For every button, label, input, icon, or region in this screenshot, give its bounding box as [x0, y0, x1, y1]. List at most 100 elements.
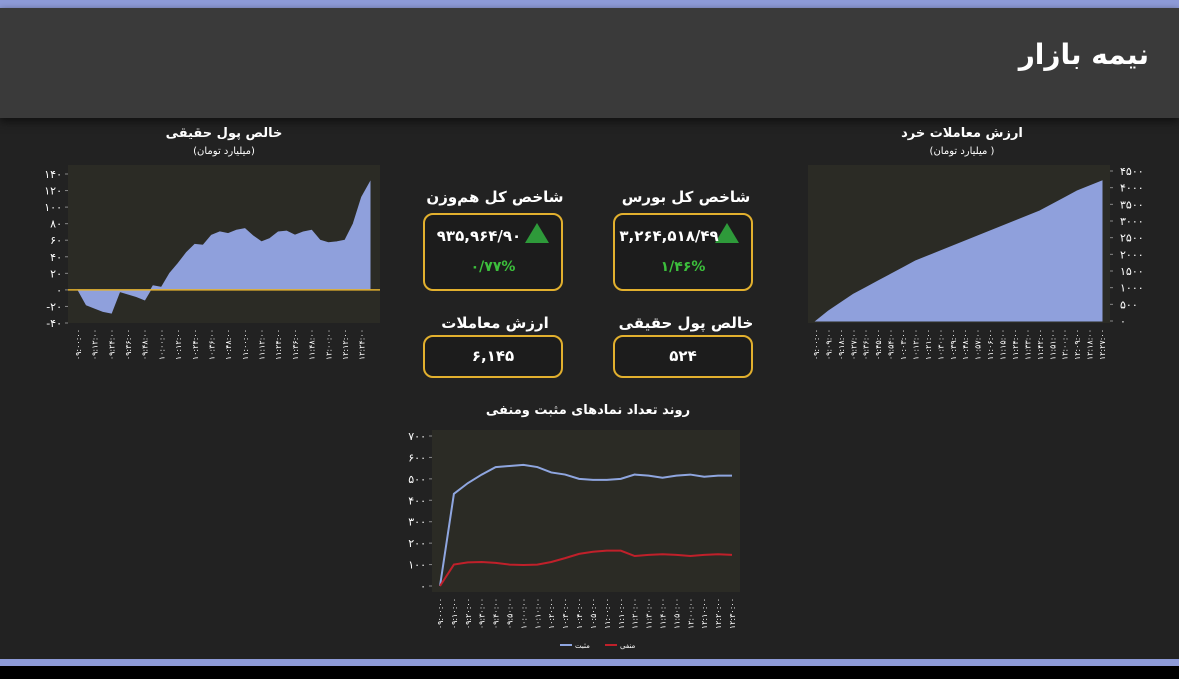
x-tick-label: ۱۲:۲۰:۰۰: [714, 598, 723, 629]
x-tick-label: ۰۹:۴۸:۰۰: [141, 329, 150, 360]
x-tick-label: ۰۹:۴۰:۰۰: [492, 598, 501, 629]
x-tick-label: ۱۲:۰۰:۰۰: [686, 598, 695, 629]
x-tick-label: ۰۹:۰۹:۰۰: [824, 329, 833, 360]
x-tick-label: ۱۰:۵۷:۰۰: [974, 329, 983, 360]
x-tick-label: ۱۰:۳۰:۰۰: [936, 329, 945, 360]
x-tick-label: ۰۹:۳۰:۰۰: [478, 598, 487, 629]
card-title: ارزش معاملات: [441, 314, 549, 332]
x-tick-label: ۱۰:۰۰:۰۰: [519, 598, 528, 629]
x-tick-label: ۱۱:۰۶:۰۰: [986, 329, 995, 360]
plot-area: [432, 430, 740, 592]
x-tick-label: ۱۰:۱۲:۰۰: [174, 329, 183, 360]
card: ۶,۱۴۵: [423, 335, 563, 378]
x-tick-label: ۱۰:۲۰:۰۰: [547, 598, 556, 629]
card-value: ۹۳۵,۹۶۴/۹۰: [436, 227, 522, 245]
x-tick-label: ۱۰:۲۱:۰۰: [924, 329, 933, 360]
x-tick-label: ۰۹:۱۲:۰۰: [91, 329, 100, 360]
x-tick-label: ۱۲:۰۰:۰۰: [1061, 329, 1070, 360]
y-tick-label: ۱۴۰: [44, 168, 62, 181]
y-tick-label: ۲۰۰: [408, 537, 426, 550]
x-tick-label: ۰۹:۲۷:۰۰: [849, 329, 858, 360]
x-tick-label: ۱۱:۴۸:۰۰: [308, 329, 317, 360]
x-tick-label: ۱۱:۳۳:۰۰: [1023, 329, 1032, 360]
y-tick-label: ۵۰۰: [408, 473, 426, 486]
x-tick-label: ۱۰:۴۸:۰۰: [961, 329, 970, 360]
x-tick-label: ۱۰:۳۹:۰۰: [949, 329, 958, 360]
x-tick-label: ۰۹:۰۰:۰۰: [436, 598, 445, 629]
card-value: ۳,۲۶۴,۵۱۸/۴۹: [619, 227, 719, 245]
y-tick-label: ۲۰۰۰: [1120, 248, 1144, 261]
chart-subtitle: (میلیارد تومان): [193, 146, 255, 157]
y-tick-label: ۴۰۰۰: [1120, 182, 1144, 195]
x-tick-label: ۱۱:۲۰:۰۰: [631, 598, 640, 629]
x-tick-label: ۱۱:۵۱:۰۰: [1048, 329, 1057, 360]
x-tick-label: ۰۹:۲۰:۰۰: [464, 598, 473, 629]
x-tick-label: ۰۹:۲۴:۰۰: [107, 329, 116, 360]
x-tick-label: ۱۲:۱۲:۰۰: [341, 329, 350, 360]
x-tick-label: ۱۲:۲۷:۰۰: [1098, 329, 1107, 360]
y-tick-label: ۱۰۰: [44, 201, 62, 214]
y-tick-label: ۶۰۰: [408, 451, 426, 464]
legend-label: مثبت: [575, 642, 590, 650]
x-tick-label: ۱۲:۱۸:۰۰: [1086, 329, 1095, 360]
y-tick-label: ۱۰۰: [408, 559, 426, 572]
card-title: خالص پول حقیقی: [618, 314, 754, 332]
y-tick-label: ۵۰۰: [1120, 298, 1138, 311]
card: ۳,۲۶۴,۵۱۸/۴۹ ۱/۴۶%: [613, 213, 753, 291]
y-tick-label: ۳۰۰۰: [1120, 215, 1144, 228]
y-tick-label: ۳۰۰: [408, 516, 426, 529]
x-tick-label: ۰۹:۳۶:۰۰: [124, 329, 133, 360]
x-tick-label: ۱۰:۰۰:۰۰: [157, 329, 166, 360]
page-title: نیمه بازار: [1018, 38, 1149, 71]
x-tick-label: ۱۰:۵۰:۰۰: [589, 598, 598, 629]
y-tick-label: ۳۵۰۰: [1120, 198, 1144, 211]
legend-label: منفی: [620, 642, 635, 650]
card: ۹۳۵,۹۶۴/۹۰ ۰/۷۷%: [423, 213, 563, 291]
x-tick-label: ۱۰:۰۳:۰۰: [899, 329, 908, 360]
x-tick-label: ۰۹:۱۸:۰۰: [837, 329, 846, 360]
x-tick-label: ۰۹:۵۰:۰۰: [506, 598, 515, 629]
x-tick-label: ۱۱:۰۰:۰۰: [603, 598, 612, 629]
x-tick-label: ۱۱:۱۰:۰۰: [617, 598, 626, 629]
x-tick-label: ۰۹:۳۶:۰۰: [862, 329, 871, 360]
up-arrow: [715, 223, 739, 243]
card-title: شاخص کل بورس: [621, 188, 751, 206]
x-tick-label: ۱۱:۵۰:۰۰: [672, 598, 681, 629]
x-tick-label: ۱۱:۲۴:۰۰: [1011, 329, 1020, 360]
y-tick-label: ۱۲۰: [44, 185, 62, 198]
y-tick-label: ۴۵۰۰: [1120, 165, 1144, 178]
x-tick-label: ۱۰:۱۰:۰۰: [533, 598, 542, 629]
up-arrow: [525, 223, 549, 243]
card-change: ۰/۷۷%: [470, 259, 516, 275]
header: نیمه بازار: [0, 8, 1179, 118]
y-tick-label: ۶۰: [50, 234, 62, 247]
card-value: ۶,۱۴۵: [471, 347, 515, 365]
x-tick-label: ۱۰:۳۶:۰۰: [207, 329, 216, 360]
x-tick-label: ۱۲:۰۹:۰۰: [1073, 329, 1082, 360]
x-tick-label: ۰۹:۱۰:۰۰: [450, 598, 459, 629]
x-tick-label: ۱۱:۴۲:۰۰: [1036, 329, 1045, 360]
card-value: ۵۲۴: [669, 347, 697, 365]
chart-title: خالص پول حقیقی: [166, 126, 283, 141]
y-tick-label: ۲۰: [50, 267, 62, 280]
y-tick-label: ۷۰۰: [408, 430, 426, 443]
x-tick-label: ۱۱:۰۰:۰۰: [241, 329, 250, 360]
x-tick-label: ۱۰:۴۰:۰۰: [575, 598, 584, 629]
top-stripe: [0, 0, 1179, 8]
x-tick-label: ۱۰:۱۲:۰۰: [911, 329, 920, 360]
y-tick-label: ۲۵۰۰: [1120, 232, 1144, 245]
x-tick-label: ۰۹:۰۰:۰۰: [812, 329, 821, 360]
bottom-stripe: [0, 659, 1179, 666]
y-tick-label: ۸۰: [50, 218, 62, 231]
x-tick-label: ۱۲:۱۰:۰۰: [700, 598, 709, 629]
x-tick-label: ۱۱:۱۲:۰۰: [258, 329, 267, 360]
card-title: شاخص کل هم‌وزن: [426, 188, 564, 206]
bottom-bar: [0, 666, 1179, 679]
y-tick-label: -۲۰: [46, 300, 62, 313]
y-tick-label: ۱۰۰۰: [1120, 282, 1144, 295]
y-tick-label: ۰: [1120, 315, 1126, 328]
y-tick-label: ۴۰: [50, 251, 62, 264]
x-tick-label: ۱۰:۲۴:۰۰: [191, 329, 200, 360]
